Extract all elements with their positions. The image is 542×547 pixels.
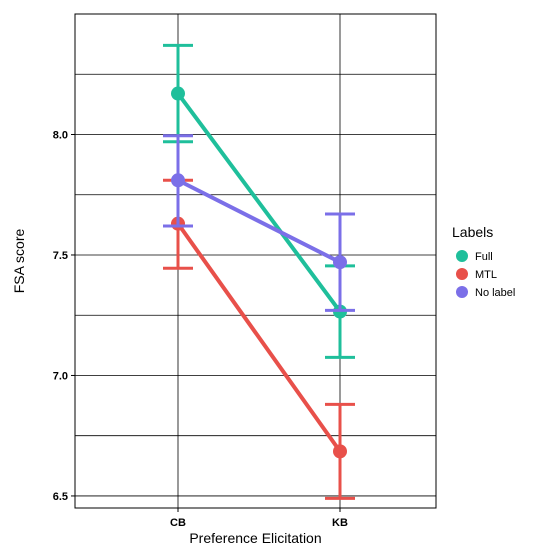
- legend-swatch: [456, 250, 468, 262]
- y-tick-label: 6.5: [53, 491, 68, 503]
- x-tick-label: KB: [332, 517, 348, 529]
- data-point: [171, 173, 185, 188]
- x-tick-label: CB: [170, 517, 186, 529]
- series-line: [176, 221, 342, 454]
- legend-label: No label: [475, 287, 515, 299]
- y-tick-label: 8.0: [53, 129, 68, 141]
- y-axis-ticks: 6.5 7.0 7.5 8.0: [53, 129, 75, 503]
- gridlines: [75, 13, 436, 508]
- legend-swatch: [456, 286, 468, 298]
- series-no-label: [163, 134, 355, 312]
- series-line: [176, 91, 342, 314]
- series-mtl: [163, 178, 355, 500]
- legend-item: Full: [456, 250, 493, 263]
- legend-label: Full: [475, 251, 493, 263]
- legend-label: MTL: [475, 269, 497, 281]
- series-line: [176, 178, 342, 265]
- legend-item: MTL: [456, 268, 497, 281]
- series-layer: [163, 43, 355, 500]
- legend-swatch: [456, 268, 468, 280]
- legend-item: No label: [456, 286, 515, 299]
- legend-title: Labels: [452, 224, 493, 240]
- legend: Full MTL No label: [456, 250, 515, 299]
- data-point: [333, 444, 347, 459]
- y-tick-label: 7.0: [53, 370, 68, 382]
- x-axis-title: Preference Elicitation: [189, 530, 321, 546]
- y-tick-label: 7.5: [53, 250, 68, 262]
- x-axis-ticks: CB KB: [170, 508, 348, 529]
- plot-border: [74, 13, 437, 509]
- data-point: [333, 255, 347, 270]
- y-axis-title: FSA score: [11, 229, 27, 294]
- data-point: [171, 86, 185, 101]
